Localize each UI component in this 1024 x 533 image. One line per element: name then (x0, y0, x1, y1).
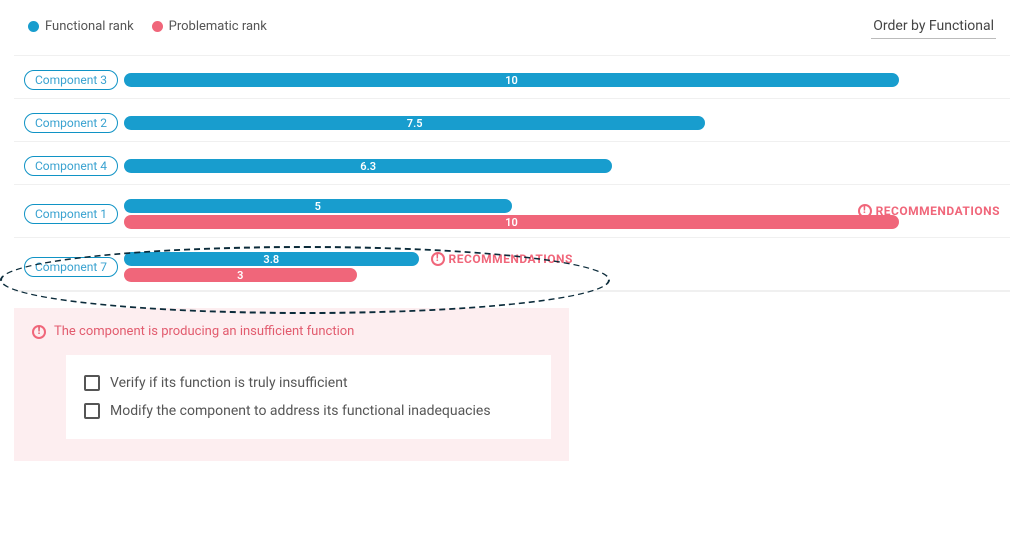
task-label: Modify the component to address its func… (110, 403, 491, 419)
chart-row[interactable]: Component 3 10 (14, 56, 1010, 99)
alert-title-row: ! The component is producing an insuffic… (32, 324, 551, 339)
component-label[interactable]: Component 7 (24, 257, 118, 277)
bars-container: 3.8 !RECOMMENDATIONS 3 (124, 252, 1000, 282)
alert-icon: ! (32, 325, 46, 339)
bars-container: 7.5 (124, 116, 1000, 130)
legend: Functional rank Problematic rank (28, 19, 267, 34)
checkbox-icon[interactable] (84, 375, 100, 391)
chart-row[interactable]: Component 4 6.3 (14, 142, 1010, 185)
alert-icon: ! (858, 204, 872, 218)
functional-bar: 3.8 (124, 252, 419, 266)
chart-row[interactable]: Component 2 7.5 (14, 99, 1010, 142)
problematic-bar: 3 (124, 268, 357, 282)
legend-label-functional: Functional rank (45, 19, 134, 34)
bars-container: 6.3 (124, 159, 1000, 173)
recommendation-alert: ! The component is producing an insuffic… (14, 308, 569, 461)
order-by-dropdown[interactable]: Order by Functional (871, 14, 996, 39)
legend-dot-problematic (152, 21, 163, 32)
problematic-bar: 10 (124, 215, 899, 229)
legend-item-functional: Functional rank (28, 19, 134, 34)
task-item[interactable]: Modify the component to address its func… (84, 397, 533, 425)
functional-bar: 10 (124, 73, 899, 87)
functional-bar: 6.3 (124, 159, 612, 173)
bars-container: 10 (124, 73, 1000, 87)
top-bar: Functional rank Problematic rank Order b… (14, 10, 1010, 49)
component-label[interactable]: Component 3 (24, 70, 118, 90)
checkbox-icon[interactable] (84, 403, 100, 419)
alert-title-text: The component is producing an insufficie… (54, 324, 354, 339)
task-list: Verify if its function is truly insuffic… (66, 355, 551, 439)
ranking-chart: Component 3 10 Component 2 7.5 Component 4 6.… (14, 55, 1010, 292)
legend-dot-functional (28, 21, 39, 32)
task-item[interactable]: Verify if its function is truly insuffic… (84, 369, 533, 397)
legend-item-problematic: Problematic rank (152, 19, 267, 34)
component-label[interactable]: Component 2 (24, 113, 118, 133)
component-label[interactable]: Component 4 (24, 156, 118, 176)
alert-icon: ! (431, 252, 445, 266)
chart-row[interactable]: Component 1 5 10!RECOMMENDATIONS (14, 185, 1010, 238)
functional-bar: 5 (124, 199, 512, 213)
legend-label-problematic: Problematic rank (169, 19, 267, 34)
chart-row[interactable]: Component 7 3.8 !RECOMMENDATIONS 3 (14, 238, 1010, 291)
recommendations-link[interactable]: !RECOMMENDATIONS (431, 252, 573, 266)
component-label[interactable]: Component 1 (24, 204, 118, 224)
task-label: Verify if its function is truly insuffic… (110, 375, 348, 391)
recommendations-link[interactable]: !RECOMMENDATIONS (858, 204, 1000, 218)
functional-bar: 7.5 (124, 116, 705, 130)
